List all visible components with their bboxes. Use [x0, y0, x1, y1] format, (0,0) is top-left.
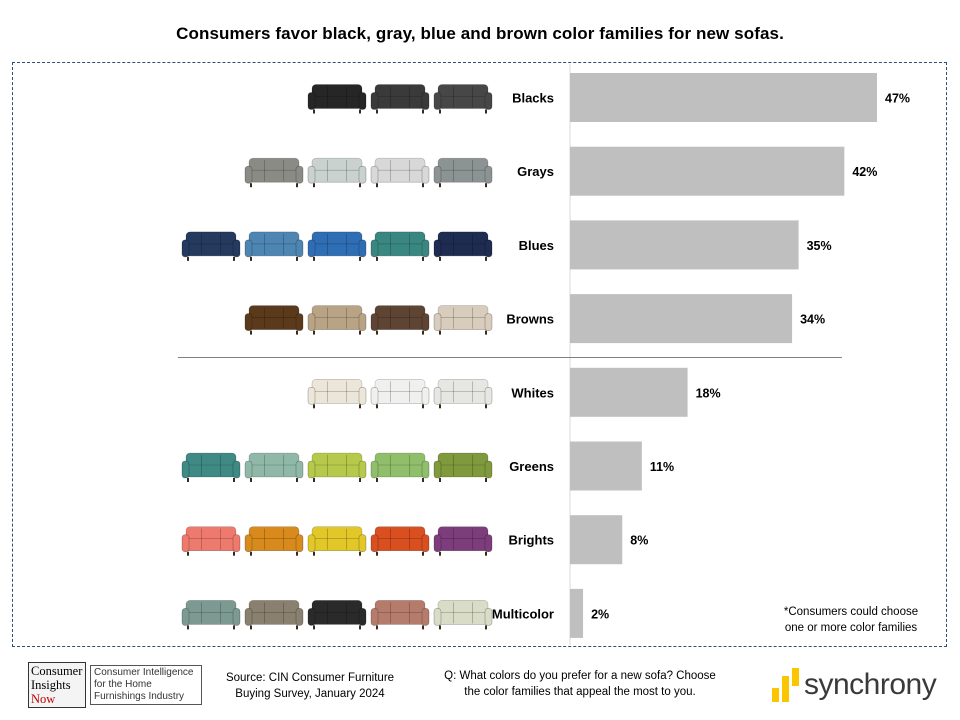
sofa-icon-multicolor-3	[307, 600, 367, 630]
source-note: Source: CIN Consumer Furniture Buying Su…	[210, 670, 410, 702]
data-label-grays: 42%	[852, 165, 877, 179]
cin-logo-mark: Consumer Insights Now	[28, 662, 86, 708]
category-label-blacks: Blacks	[512, 91, 554, 106]
sofa-icon-greens-3	[307, 452, 367, 482]
sofa-icon-whites-1	[307, 378, 367, 409]
sofa-icon-browns-2	[307, 305, 367, 335]
cin-logo-tagline: Consumer Intelligence for the Home Furni…	[90, 665, 202, 705]
sofa-icon-browns-1	[244, 305, 304, 335]
question-line-1: Q: What colors do you prefer for a new s…	[444, 670, 716, 682]
footnote: *Consumers could choose one or more colo…	[772, 604, 930, 636]
question-line-2: the color families that appeal the most …	[464, 686, 696, 698]
bar-multicolor	[570, 588, 584, 638]
footnote-line-2: one or more color families	[784, 622, 918, 634]
sofa-icon-blacks-1	[307, 84, 367, 114]
synchrony-mark-bar-3	[792, 668, 799, 686]
category-label-blues: Blues	[519, 238, 554, 253]
cin-logo-line-2: Insights	[31, 678, 71, 692]
data-label-whites: 18%	[696, 386, 721, 400]
bar-chart: 47% Blacks 42% Grays 35% Blues 34% Browns 18% Whi…	[178, 64, 910, 645]
category-label-multicolor: Multicolor	[492, 606, 554, 621]
sofa-icon-greens-2	[244, 452, 304, 482]
cin-tagline-3: Furnishings Industry	[94, 691, 185, 702]
sofa-icon-grays-1	[244, 157, 304, 188]
consumer-insights-now-logo: Consumer Insights Now Consumer Intellige…	[28, 662, 203, 710]
synchrony-logo-mark	[772, 668, 799, 702]
bar-greens	[570, 441, 642, 491]
survey-question: Q: What colors do you prefer for a new s…	[420, 668, 740, 700]
data-label-blacks: 47%	[885, 92, 910, 106]
sofa-icon-blacks-3	[433, 84, 493, 114]
category-label-browns: Browns	[506, 312, 554, 327]
sofa-icon-brights-2	[244, 526, 304, 556]
data-label-browns: 34%	[800, 313, 825, 327]
sofa-icon-greens-5	[433, 452, 493, 482]
sofa-icon-multicolor-2	[244, 600, 304, 630]
cin-logo-line-3: Now	[31, 692, 56, 706]
sofa-icon-multicolor-4	[370, 600, 430, 630]
sofa-icon-multicolor-1	[181, 600, 241, 630]
sofa-icon-brights-4	[370, 526, 430, 556]
bar-grays	[570, 146, 845, 196]
synchrony-wordmark: synchrony	[804, 668, 937, 701]
sofa-icon-grays-3	[370, 157, 430, 188]
sofa-icon-blacks-2	[370, 84, 430, 114]
sofa-icon-brights-5	[433, 526, 493, 556]
bar-brights	[570, 515, 623, 565]
data-label-greens: 11%	[650, 460, 674, 474]
source-line-1: Source: CIN Consumer Furniture	[225, 672, 395, 684]
synchrony-mark-bar-2	[782, 676, 789, 702]
cin-tagline-1: Consumer Intelligence	[94, 667, 194, 678]
sofa-icon-browns-3	[370, 305, 430, 335]
sofa-icon-brights-3	[307, 526, 367, 556]
category-label-brights: Brights	[509, 533, 555, 548]
footnote-line-1: *Consumers could choose	[783, 606, 919, 618]
sofa-icon-grays-4	[433, 157, 493, 188]
bar-blacks	[570, 73, 877, 122]
bar-blues	[570, 220, 799, 270]
sofa-icon-blues-2	[244, 231, 304, 261]
sofa-icon-brights-1	[181, 526, 241, 556]
data-label-blues: 35%	[807, 239, 832, 253]
sofa-icon-whites-2	[370, 378, 430, 409]
sofa-icon-whites-3	[433, 378, 493, 409]
cin-logo-line-1: Consumer	[31, 664, 83, 678]
sofa-icon-blues-1	[181, 231, 241, 261]
data-label-multicolor: 2%	[591, 607, 609, 621]
sofa-icon-blues-3	[307, 231, 367, 261]
synchrony-mark-bar-1	[772, 688, 779, 702]
bar-browns	[570, 294, 793, 344]
sofa-icon-multicolor-5	[433, 600, 493, 630]
sofa-icon-blues-5	[433, 231, 493, 261]
cin-tagline-2: for the Home	[94, 679, 152, 690]
sofa-icon-grays-2	[307, 157, 367, 188]
sofa-icon-blues-4	[370, 231, 430, 261]
category-label-whites: Whites	[511, 385, 554, 400]
source-line-2: Buying Survey, January 2024	[235, 688, 385, 700]
bar-whites	[570, 367, 688, 417]
chart-title: Consumers favor black, gray, blue and br…	[176, 24, 784, 43]
sofa-icon-browns-4	[433, 305, 493, 335]
sofa-icon-greens-4	[370, 452, 430, 482]
chart-frame	[12, 62, 947, 647]
data-label-brights: 8%	[630, 534, 648, 548]
sofa-icon-greens-1	[181, 452, 241, 482]
synchrony-logo: synchrony	[770, 664, 950, 704]
category-label-grays: Grays	[517, 164, 554, 179]
category-label-greens: Greens	[509, 459, 554, 474]
